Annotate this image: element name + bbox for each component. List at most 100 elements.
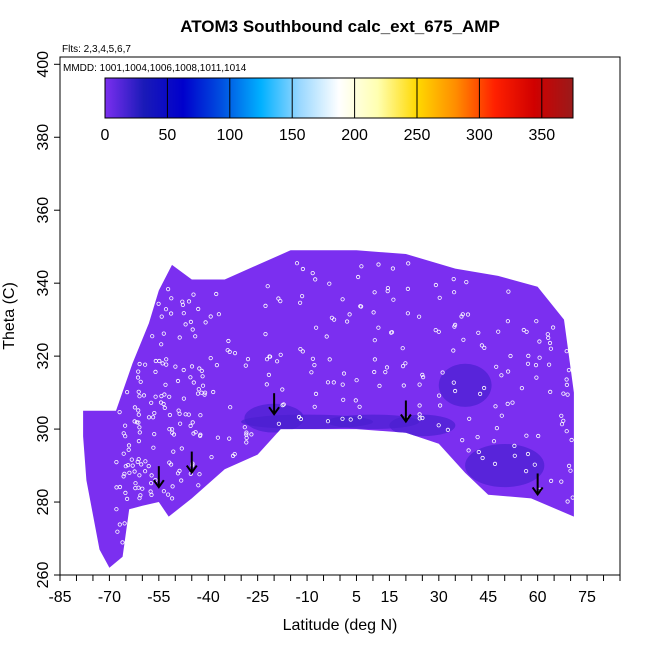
sample-dot: [505, 319, 510, 324]
sample-dot: [569, 437, 574, 443]
colorbar-tick-label: 200: [341, 127, 368, 144]
sample-dot: [550, 325, 556, 330]
sample-dot: [329, 315, 334, 320]
sample-dot: [186, 412, 191, 417]
sample-dot: [232, 350, 238, 356]
sample-dot: [170, 427, 175, 432]
sample-dot: [188, 319, 193, 324]
sample-dot: [264, 357, 270, 362]
sample-dot: [564, 382, 570, 387]
sample-dot: [358, 304, 364, 309]
sample-dot: [460, 312, 465, 317]
sample-dot: [169, 296, 174, 301]
sample-dot: [121, 431, 126, 436]
sample-dot: [188, 375, 193, 380]
colorbar-tick-label: 300: [466, 127, 493, 144]
sample-dot: [198, 433, 203, 438]
sample-dot: [137, 361, 142, 367]
sample-dot: [177, 468, 182, 473]
sample-dot: [159, 314, 164, 319]
sample-dot: [565, 499, 570, 504]
sample-dot: [327, 281, 332, 286]
sample-dot: [244, 430, 249, 435]
sample-dot: [122, 521, 127, 526]
sample-dot: [372, 369, 377, 375]
sample-dot: [377, 383, 382, 388]
sample-dot: [179, 478, 184, 483]
sample-dot: [159, 342, 164, 347]
sample-dot: [347, 312, 352, 317]
sample-dot: [464, 279, 469, 285]
sample-dot: [148, 489, 153, 494]
sample-dot: [143, 469, 148, 474]
sample-dot: [114, 459, 119, 465]
sample-dot: [162, 405, 167, 410]
sample-dot: [496, 329, 501, 334]
sample-dot: [214, 291, 219, 297]
sample-dot: [202, 392, 207, 397]
sample-dot: [123, 490, 128, 495]
sample-dot: [264, 382, 269, 387]
sample-dot: [157, 358, 162, 364]
sample-dot: [199, 390, 204, 395]
x-tick-label: 30: [430, 589, 448, 606]
sample-dot: [177, 411, 182, 416]
sample-dot: [149, 473, 154, 478]
sample-dot: [512, 443, 517, 448]
sample-dot: [559, 422, 565, 427]
sample-dot: [480, 455, 485, 461]
sample-dot: [125, 389, 130, 395]
sample-dot: [117, 484, 123, 490]
sample-dot: [178, 421, 183, 426]
sample-dot: [181, 367, 186, 373]
sample-dot: [406, 261, 411, 266]
sample-dot: [400, 346, 405, 351]
sample-dot: [451, 380, 456, 385]
sample-dot: [400, 363, 406, 369]
sample-dot: [126, 462, 131, 468]
sample-dot: [263, 331, 268, 337]
sample-dot: [175, 378, 181, 384]
sample-dot: [433, 282, 438, 288]
sample-dot: [181, 311, 186, 316]
sample-dot: [227, 436, 232, 441]
sample-dot: [127, 470, 132, 475]
x-axis: -85 -70 -55 -40 -25 -10 5 15 30 45 60 75: [48, 575, 621, 606]
sample-dot: [138, 493, 143, 498]
sample-dot: [163, 382, 168, 387]
sample-dot: [243, 363, 248, 368]
sample-dot: [129, 457, 134, 462]
sample-dot: [137, 394, 142, 399]
sample-dot: [568, 468, 573, 473]
sample-dot: [359, 264, 364, 269]
sample-dot: [190, 327, 195, 332]
sample-dot: [312, 404, 317, 409]
sample-dot: [481, 385, 487, 391]
sample-dot: [313, 391, 319, 396]
sample-dot: [479, 343, 484, 348]
sample-dot: [280, 403, 285, 408]
sample-dot: [371, 310, 376, 315]
sample-dot: [391, 297, 396, 302]
sample-dot: [566, 463, 572, 468]
sample-dot: [505, 401, 510, 406]
sample-dot: [136, 369, 141, 374]
sample-dot: [196, 306, 201, 312]
sample-dot: [405, 286, 410, 291]
sample-dot: [440, 370, 445, 375]
sample-dot: [494, 364, 499, 369]
y-axis-label: Theta (C): [1, 282, 18, 350]
x-tick-label: -40: [197, 589, 220, 606]
sample-dot: [126, 447, 131, 452]
sample-dot: [493, 404, 498, 409]
sample-dot: [146, 415, 152, 420]
sample-dot: [564, 377, 569, 382]
sample-dot: [130, 463, 135, 468]
sample-dot: [499, 373, 504, 378]
sample-dot: [559, 479, 564, 484]
sample-dot: [137, 430, 142, 435]
sample-dot: [405, 311, 410, 316]
sample-dot: [191, 431, 196, 436]
sample-dot: [133, 481, 138, 486]
sample-dot: [376, 262, 381, 267]
